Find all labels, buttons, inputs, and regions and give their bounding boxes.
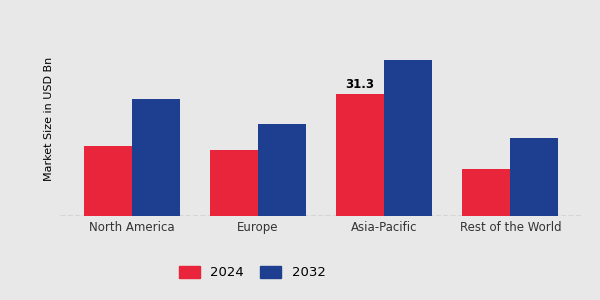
Bar <box>511 138 558 216</box>
Bar <box>384 60 432 216</box>
Bar <box>463 169 511 216</box>
Bar <box>84 146 131 216</box>
Bar <box>258 124 306 216</box>
Bar <box>131 99 179 216</box>
Bar <box>336 94 384 216</box>
Text: 31.3: 31.3 <box>346 78 374 91</box>
Y-axis label: Market Size in USD Bn: Market Size in USD Bn <box>44 56 55 181</box>
Legend: 2024, 2032: 2024, 2032 <box>173 260 331 284</box>
Bar <box>210 150 258 216</box>
